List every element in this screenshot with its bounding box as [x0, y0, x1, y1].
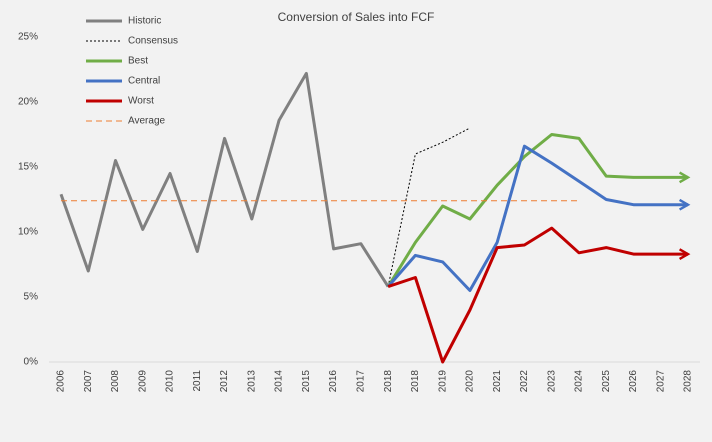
x-tick-label: 2016: [328, 370, 339, 393]
x-tick-label: 2013: [246, 370, 257, 393]
x-tick-label: 2011: [192, 370, 203, 392]
x-tick-label: 2028: [683, 370, 694, 393]
y-tick-label: 0%: [24, 357, 39, 368]
legend-label: Worst: [128, 96, 154, 107]
series-line: [387, 127, 471, 287]
x-tick-label: 2012: [219, 370, 230, 393]
x-tick-label: 2022: [519, 370, 530, 393]
x-tick-label: 2024: [574, 370, 585, 393]
x-tick-label: 2026: [628, 370, 639, 393]
legend-label: Central: [128, 76, 160, 87]
x-tick-label: 2010: [165, 370, 176, 393]
x-tick-label: 2027: [655, 370, 666, 393]
x-tick-label: 2008: [110, 370, 121, 393]
y-tick-label: 20%: [18, 97, 38, 108]
x-tick-label: 2006: [56, 370, 67, 393]
x-tick-label: 2007: [83, 370, 94, 393]
x-tick-label: 2017: [356, 370, 367, 393]
y-tick-label: 15%: [18, 162, 38, 173]
x-tick-label: 2009: [137, 370, 148, 393]
x-tick-label: 2019: [437, 370, 448, 393]
x-tick-label: 2014: [274, 370, 285, 393]
series-line: [59, 71, 390, 288]
series-line: [387, 144, 691, 292]
x-tick-label: 2023: [546, 370, 557, 393]
y-tick-label: 10%: [18, 227, 38, 238]
x-tick-label: 2015: [301, 370, 312, 393]
chart-title: Conversion of Sales into FCF: [278, 10, 435, 24]
y-tick-label: 25%: [18, 32, 38, 43]
legend-label: Consensus: [128, 36, 178, 47]
series-line: [386, 133, 691, 288]
series-line: [387, 226, 691, 364]
x-tick-label: 2025: [601, 370, 612, 393]
x-tick-label: 2020: [465, 370, 476, 393]
legend-label: Average: [128, 116, 166, 127]
legend-label: Historic: [128, 16, 161, 27]
legend-label: Best: [128, 56, 148, 67]
x-tick-label: 2021: [492, 370, 503, 393]
y-tick-label: 5%: [24, 292, 39, 303]
x-tick-label: 2018: [410, 370, 421, 393]
x-tick-label: 2018: [383, 370, 394, 393]
